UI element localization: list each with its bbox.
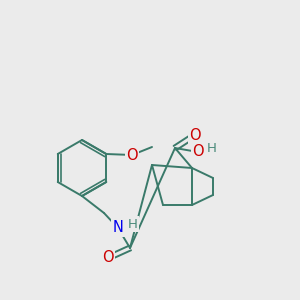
Text: O: O [192,145,204,160]
Text: O: O [102,250,114,266]
Text: N: N [112,220,123,236]
Text: H: H [128,218,138,230]
Text: O: O [189,128,201,142]
Text: H: H [207,142,217,154]
Text: O: O [126,148,138,163]
